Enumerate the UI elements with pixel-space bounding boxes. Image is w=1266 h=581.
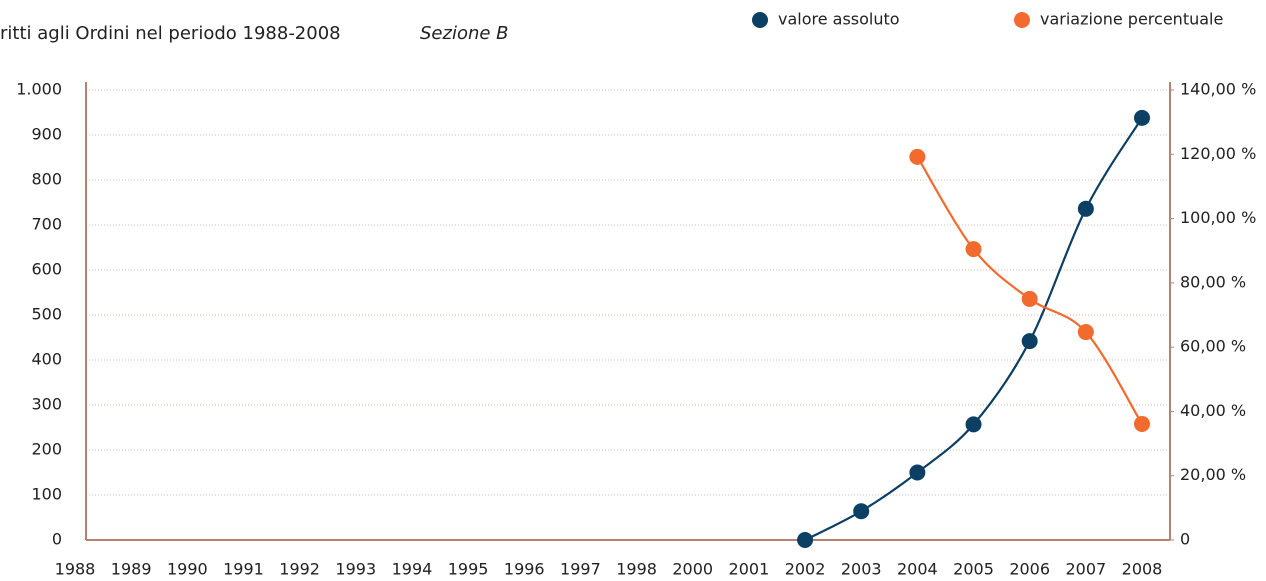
y-tick-label: 500 (31, 305, 62, 324)
legend-label: variazione percentuale (1040, 10, 1223, 29)
x-tick-label: 2001 (729, 560, 770, 579)
legend-marker (1014, 12, 1030, 28)
y-tick-label: 0 (52, 530, 62, 549)
y-tick-label: 600 (31, 260, 62, 279)
x-tick-label: 1997 (560, 560, 601, 579)
y2-tick-label: 120,00 % (1180, 144, 1256, 163)
x-tick-label: 1993 (335, 560, 376, 579)
chart-subtitle: Sezione B (420, 23, 509, 44)
legend-marker (752, 12, 768, 28)
y2-tick-label: 140,00 % (1180, 80, 1256, 99)
x-tick-label: 2000 (672, 560, 713, 579)
x-tick-label: 2004 (897, 560, 938, 579)
legend-label: valore assoluto (778, 10, 900, 29)
data-point (965, 416, 982, 433)
data-point (1134, 109, 1150, 126)
y2-tick-label: 60,00 % (1180, 337, 1246, 356)
x-tick-label: 2007 (1065, 560, 1106, 579)
x-tick-label: 1995 (448, 560, 489, 579)
y2-tick-label: 40,00 % (1180, 401, 1246, 420)
x-tick-label: 1994 (392, 560, 433, 579)
chart-title: ritti agli Ordini nel periodo 1988-2008 (0, 23, 341, 44)
data-point (1021, 333, 1038, 350)
data-point (909, 464, 926, 481)
data-point (909, 148, 926, 165)
y-tick-label: 200 (31, 440, 62, 459)
data-point (1021, 290, 1038, 307)
data-point (1077, 200, 1094, 217)
series-line (916, 156, 1143, 425)
y-tick-label: 300 (31, 395, 62, 414)
data-point (797, 532, 814, 548)
x-tick-label: 2006 (1009, 560, 1050, 579)
x-tick-label: 1992 (279, 560, 320, 579)
y2-tick-label: 20,00 % (1180, 465, 1246, 484)
x-tick-label: 1996 (504, 560, 545, 579)
x-tick-label: 2008 (1122, 560, 1163, 579)
x-tick-label: 1998 (616, 560, 657, 579)
data-point (1077, 324, 1094, 341)
y-tick-label: 900 (31, 125, 62, 144)
data-point (853, 503, 870, 520)
y2-tick-label: 0 (1180, 530, 1190, 549)
y-tick-label: 1.000 (16, 80, 62, 99)
data-point (965, 241, 982, 258)
x-tick-label: 1991 (223, 560, 264, 579)
x-tick-label: 2005 (953, 560, 994, 579)
x-tick-label: 2002 (785, 560, 826, 579)
y2-tick-label: 80,00 % (1180, 272, 1246, 291)
y-tick-label: 400 (31, 350, 62, 369)
x-tick-label: 1989 (111, 560, 152, 579)
y-tick-label: 100 (31, 485, 62, 504)
y-tick-label: 700 (31, 215, 62, 234)
y2-tick-label: 100,00 % (1180, 208, 1256, 227)
x-tick-label: 1988 (55, 560, 96, 579)
x-tick-label: 2003 (841, 560, 882, 579)
y-tick-label: 800 (31, 170, 62, 189)
x-tick-label: 1990 (167, 560, 208, 579)
data-point (1134, 415, 1150, 432)
